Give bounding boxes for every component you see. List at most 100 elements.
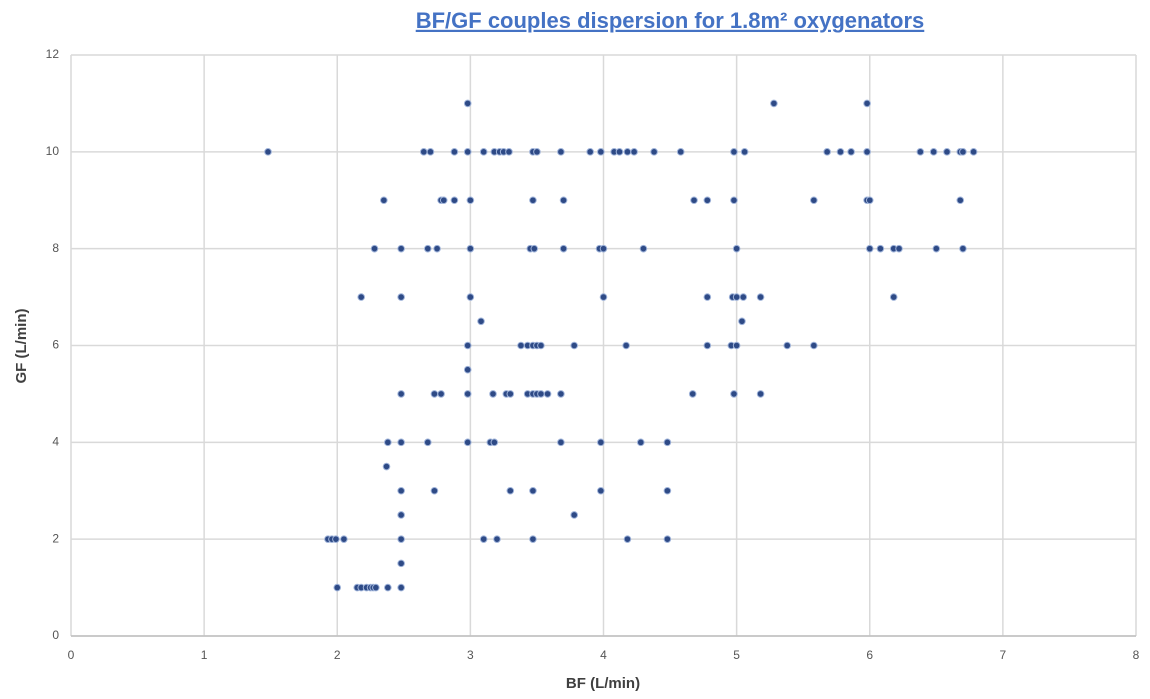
point — [384, 438, 392, 447]
point — [489, 390, 497, 398]
point — [929, 148, 938, 156]
point — [783, 341, 792, 350]
point — [738, 317, 746, 326]
point — [450, 196, 459, 205]
point — [663, 486, 672, 495]
point — [810, 196, 818, 205]
point — [622, 341, 630, 350]
point — [889, 293, 898, 301]
point — [730, 390, 738, 398]
point — [430, 390, 439, 398]
point — [969, 148, 978, 156]
point — [463, 341, 472, 350]
point — [730, 196, 738, 205]
point — [586, 148, 594, 156]
point — [623, 148, 632, 156]
y-tick-label: 8 — [52, 241, 59, 255]
point — [490, 438, 499, 447]
point — [597, 486, 605, 495]
point — [479, 535, 488, 543]
point — [506, 390, 515, 398]
point — [423, 244, 432, 253]
y-tick-label: 10 — [46, 144, 60, 158]
point — [639, 244, 648, 253]
point — [430, 486, 439, 495]
point — [597, 148, 605, 156]
point — [650, 148, 658, 156]
point — [630, 148, 638, 156]
point — [506, 486, 515, 495]
point — [570, 341, 579, 350]
point — [730, 148, 738, 156]
y-tick-label: 12 — [46, 47, 60, 61]
point — [450, 148, 459, 156]
point — [688, 390, 697, 398]
point — [739, 293, 748, 301]
point — [703, 293, 712, 301]
point — [876, 244, 885, 253]
point — [690, 196, 698, 205]
point — [505, 148, 513, 156]
point — [756, 293, 765, 301]
point — [340, 535, 348, 543]
y-tick-label: 2 — [52, 531, 59, 545]
point — [823, 148, 831, 156]
x-tick-label: 0 — [68, 648, 75, 662]
point — [463, 148, 472, 156]
point — [397, 559, 405, 568]
point — [437, 390, 445, 398]
point — [959, 244, 967, 253]
point — [332, 535, 340, 543]
point — [916, 148, 925, 156]
point — [477, 317, 485, 326]
point — [599, 293, 608, 301]
point — [557, 438, 565, 447]
point — [543, 390, 552, 398]
point — [397, 438, 405, 447]
point — [663, 438, 672, 447]
point — [372, 583, 380, 592]
point — [810, 341, 818, 350]
point — [732, 293, 741, 301]
x-tick-label: 5 — [733, 648, 740, 662]
point — [466, 196, 475, 205]
point — [466, 244, 475, 253]
point — [636, 438, 645, 447]
point — [517, 341, 525, 350]
point — [397, 511, 405, 519]
point — [426, 148, 435, 156]
point — [863, 148, 871, 156]
point — [847, 148, 855, 156]
point — [357, 293, 366, 301]
point — [703, 341, 712, 350]
x-tick-label: 4 — [600, 648, 607, 662]
chart-title: BF/GF couples dispersion for 1.8m² oxyge… — [416, 8, 925, 33]
x-tick-label: 1 — [201, 648, 208, 662]
point — [599, 244, 608, 253]
point — [397, 535, 405, 543]
y-tick-label: 4 — [52, 435, 59, 449]
point — [264, 148, 272, 156]
point — [863, 99, 871, 108]
point — [956, 196, 965, 205]
point — [529, 535, 537, 543]
x-tick-label: 6 — [866, 648, 873, 662]
point — [740, 148, 749, 156]
point — [959, 148, 967, 156]
point — [663, 535, 672, 543]
point — [423, 438, 432, 447]
point — [557, 148, 565, 156]
point — [895, 244, 903, 253]
point — [770, 99, 778, 108]
x-tick-label: 8 — [1133, 648, 1140, 662]
point — [865, 244, 874, 253]
point — [397, 293, 405, 301]
point — [382, 462, 391, 471]
y-axis-label: GF (L/min) — [13, 309, 30, 384]
x-tick-label: 3 — [467, 648, 474, 662]
point — [529, 196, 537, 205]
point — [370, 244, 379, 253]
point — [756, 390, 765, 398]
point — [557, 390, 565, 398]
